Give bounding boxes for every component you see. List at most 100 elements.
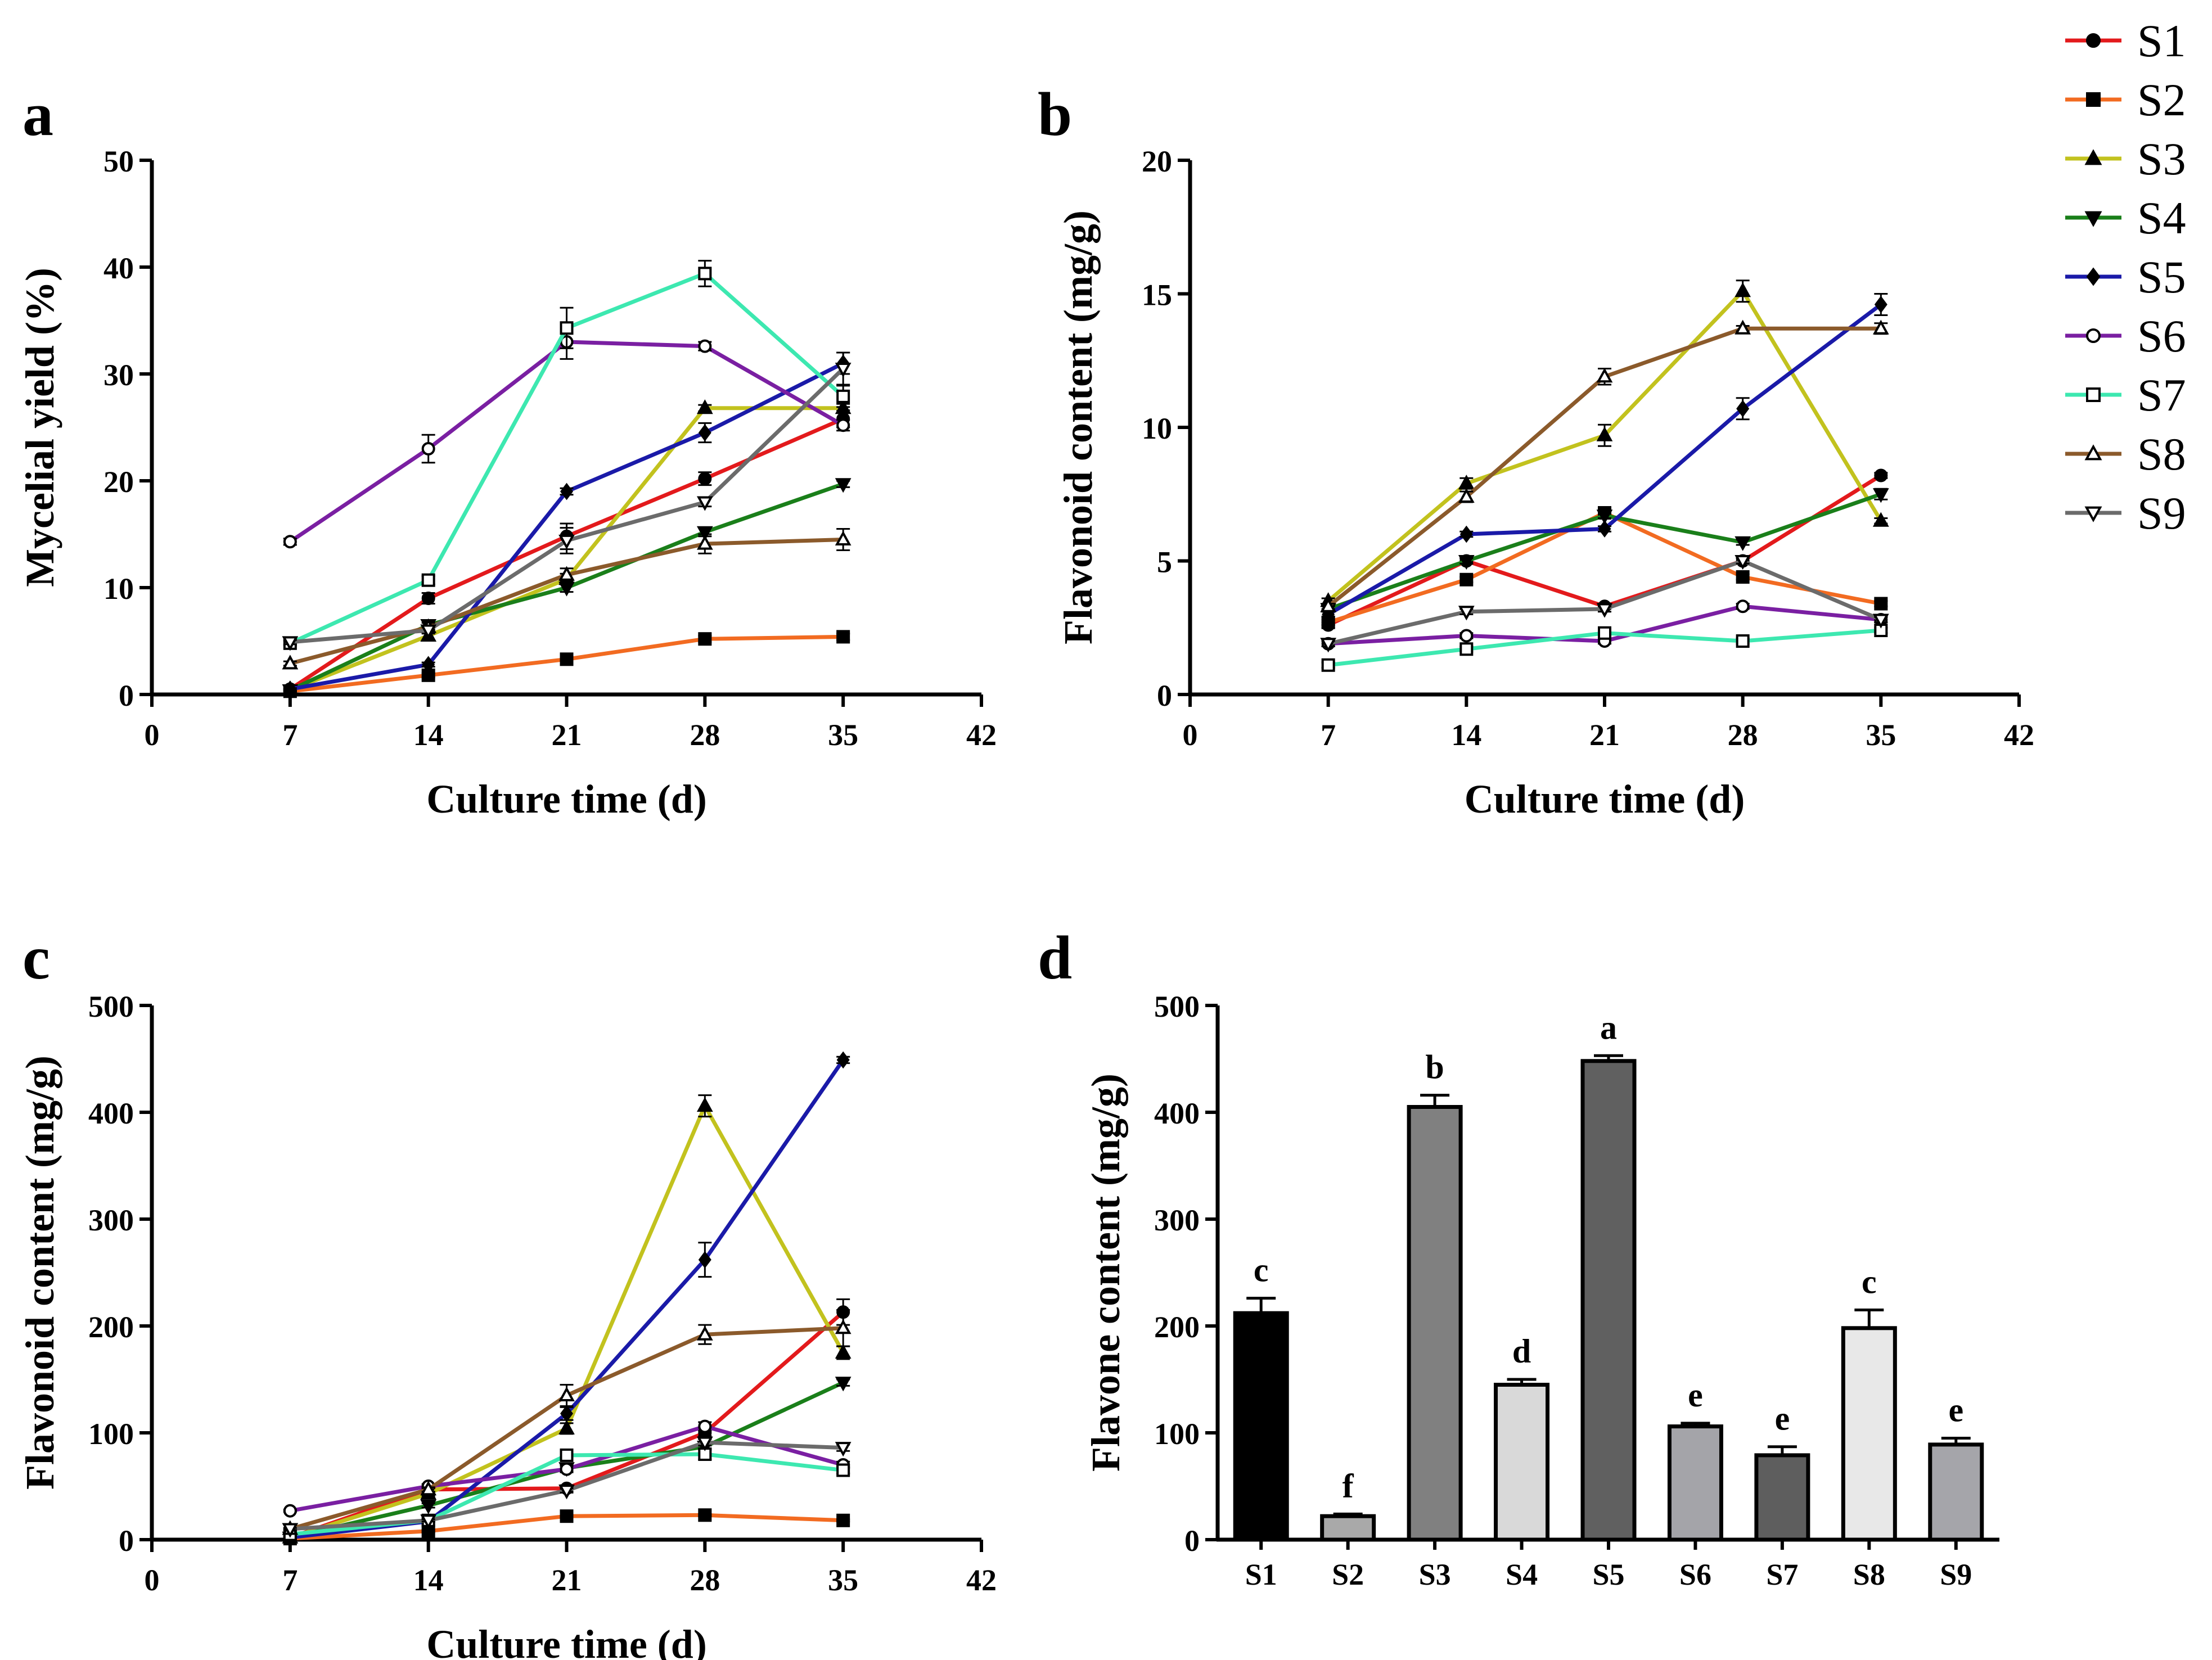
legend-marker [2086,267,2101,286]
data-point [422,656,435,674]
series-s6 [283,1419,850,1518]
data-point [1458,488,1475,503]
data-point [421,442,435,455]
data-point [283,680,297,698]
y-tick-label: 500 [1154,990,1200,1023]
x-tick-label: 21 [552,1563,582,1597]
data-point [835,478,852,493]
data-point [696,1097,713,1112]
bar [1494,1383,1550,1542]
x-tick-label: S9 [1940,1558,1972,1591]
significance-letter: d [1512,1333,1531,1370]
bar [1754,1453,1810,1542]
data-point [1598,520,1611,538]
legend-label: S1 [2137,15,2186,66]
data-point [1459,572,1474,587]
data-point [1735,282,1751,297]
y-tick-label: 10 [1142,412,1172,445]
series-s9 [1320,555,1889,653]
series-s6 [283,324,850,549]
panel-c: c 0 100 200 300 400 500 0 7 14 21 28 35 42 Culture tim… [17,923,997,1660]
x-tick-label: 42 [2004,718,2034,752]
bar [1233,1311,1289,1542]
y-tick-label: 300 [1154,1203,1200,1237]
bar-s7: e S7 [1754,1400,1810,1591]
data-point [698,1419,712,1433]
data-point [282,1523,299,1538]
data-point [420,1499,437,1514]
x-tick-label: S5 [1592,1558,1624,1591]
significance-letter: e [1948,1392,1963,1429]
series-line [289,538,844,666]
data-point [836,1463,850,1477]
y-tick-label: 15 [1142,278,1172,312]
data-point [1596,603,1613,618]
data-point [560,1448,574,1462]
data-point [560,482,573,500]
data-point [560,1462,574,1476]
legend-item: S3 [2065,133,2186,184]
x-tick-label: 35 [1866,718,1896,752]
data-point [835,363,852,378]
x-tick-label: 0 [145,1563,160,1597]
series-s7 [1321,624,1888,672]
data-point [283,535,297,549]
data-point [836,418,850,432]
data-point [836,389,850,403]
legend-marker [2086,328,2101,343]
data-point [696,399,713,414]
data-point [1321,658,1335,672]
data-point [560,1509,574,1523]
y-tick-label: 200 [1154,1310,1200,1344]
data-point [835,1343,852,1359]
legend-label: S5 [2137,251,2186,303]
significance-letter: c [1254,1252,1269,1289]
y-tick-label: 40 [103,251,134,285]
legend-item: S7 [2065,369,2186,421]
legend-marker [2086,387,2101,402]
data-point [1735,555,1751,570]
data-point [1736,634,1750,648]
x-tick-label: S8 [1853,1558,1885,1591]
bar [1580,1059,1637,1542]
x-tick-label: 42 [966,1563,997,1597]
data-point [1872,512,1889,527]
data-point [698,267,712,281]
panel-letter: b [1038,80,1072,148]
legend: S1 S2 S3 S4 S5 S6 S7 S8 S9 [2065,15,2186,539]
x-tick-label: 28 [690,718,720,752]
x-axis-label: Culture time (d) [426,777,707,822]
series-s2 [283,1508,850,1546]
panel-letter: a [22,80,53,148]
x-tick-label: 21 [552,718,582,752]
x-axis-label: Culture time (d) [1465,777,1745,822]
x-tick-label: 21 [1589,718,1620,752]
series-s9 [282,1436,852,1538]
x-tick-label: 7 [282,718,298,752]
data-point [1736,599,1750,614]
data-point [835,1377,852,1392]
legend-label: S9 [2137,488,2186,539]
data-point [698,339,712,353]
x-tick-label: 0 [1183,718,1198,752]
significance-letter: c [1862,1264,1877,1301]
x-tick-label: S3 [1419,1558,1451,1591]
data-point [696,535,713,550]
legend-item: S2 [2065,74,2186,125]
data-point [1735,319,1751,335]
data-point [1458,555,1475,570]
data-point [1596,368,1613,383]
data-point [282,655,299,670]
significance-letter: b [1425,1049,1444,1086]
data-point [1736,400,1750,418]
data-point [1874,468,1888,482]
y-axis-label: Flavonoid content (mg/g) [17,1055,62,1490]
y-tick-label: 0 [119,1524,134,1558]
data-point [1596,509,1613,525]
legend-item: S1 [2065,15,2186,66]
y-axis-label: Flavone content (mg/g) [1083,1073,1128,1472]
data-point [560,321,574,335]
data-point [558,1419,575,1435]
data-point [560,652,574,666]
y-tick-label: 400 [88,1097,134,1130]
